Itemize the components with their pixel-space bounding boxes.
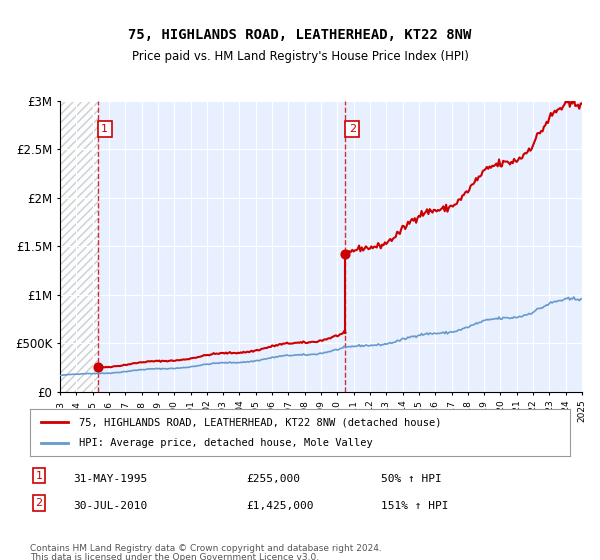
Text: 2: 2 — [349, 124, 356, 134]
Text: Contains HM Land Registry data © Crown copyright and database right 2024.: Contains HM Land Registry data © Crown c… — [30, 544, 382, 553]
Text: 75, HIGHLANDS ROAD, LEATHERHEAD, KT22 8NW: 75, HIGHLANDS ROAD, LEATHERHEAD, KT22 8N… — [128, 28, 472, 42]
Point — [341, 249, 350, 258]
Text: 30-JUL-2010: 30-JUL-2010 — [73, 501, 148, 511]
Text: 2: 2 — [35, 498, 43, 508]
Text: £1,425,000: £1,425,000 — [246, 501, 314, 511]
Text: £255,000: £255,000 — [246, 474, 300, 484]
Bar — [60, 101, 98, 392]
Point — [93, 363, 103, 372]
Text: HPI: Average price, detached house, Mole Valley: HPI: Average price, detached house, Mole… — [79, 438, 373, 448]
Text: 151% ↑ HPI: 151% ↑ HPI — [381, 501, 449, 511]
Text: This data is licensed under the Open Government Licence v3.0.: This data is licensed under the Open Gov… — [30, 553, 319, 560]
Text: 1: 1 — [35, 470, 43, 480]
Text: 1: 1 — [101, 124, 109, 134]
Text: Price paid vs. HM Land Registry's House Price Index (HPI): Price paid vs. HM Land Registry's House … — [131, 50, 469, 63]
Text: 50% ↑ HPI: 50% ↑ HPI — [381, 474, 442, 484]
Text: 31-MAY-1995: 31-MAY-1995 — [73, 474, 148, 484]
Text: 75, HIGHLANDS ROAD, LEATHERHEAD, KT22 8NW (detached house): 75, HIGHLANDS ROAD, LEATHERHEAD, KT22 8N… — [79, 417, 441, 427]
